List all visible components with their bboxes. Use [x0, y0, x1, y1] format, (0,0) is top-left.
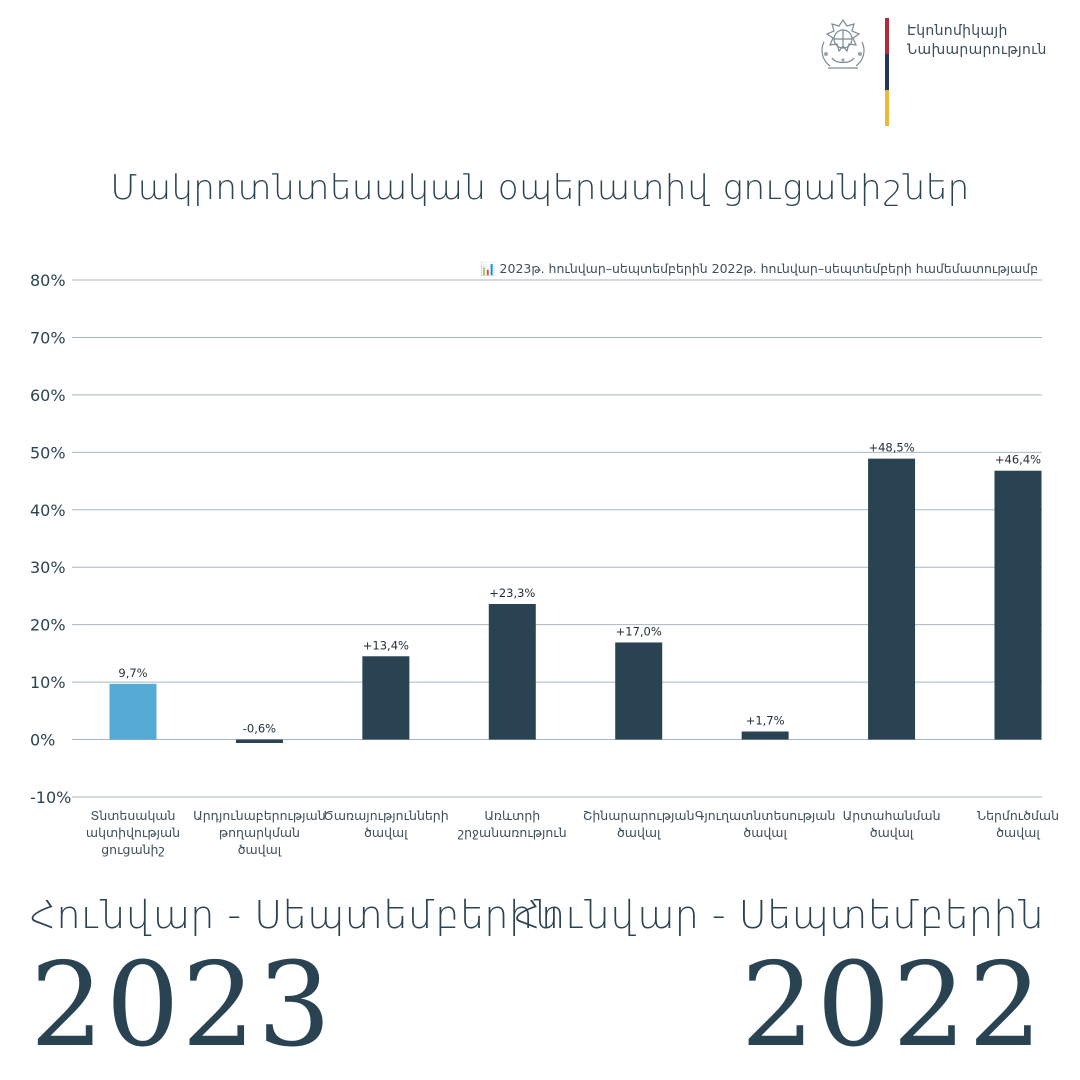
- bar-chart: 📊 2023թ. հունվար–սեպտեմբերին 2022թ. հուն…: [0, 250, 1080, 870]
- right-year: 2022: [740, 938, 1044, 1073]
- y-tick-label: 10%: [30, 673, 66, 692]
- ministry-name-line1: Էկոնոմիկայի: [907, 23, 1008, 39]
- data-label: +1,7%: [746, 714, 785, 728]
- bar: [994, 470, 1042, 740]
- x-tick-label: Արդյունաբերության: [193, 808, 325, 823]
- bar: [488, 603, 536, 740]
- right-period-label: Հունվար - Սեպտեմբերին: [514, 893, 1044, 937]
- y-tick-label: 30%: [30, 558, 66, 577]
- x-tick-label: Տնտեսական: [91, 808, 176, 823]
- y-tick-label: 70%: [30, 328, 66, 347]
- data-label: +17,0%: [616, 624, 662, 638]
- bar: [362, 656, 410, 740]
- x-tick-label: ծավալ: [364, 825, 408, 840]
- data-label: 9,7%: [118, 666, 147, 680]
- x-tick-label: Առևտրի: [484, 808, 540, 823]
- x-tick-label: ծավալ: [870, 825, 914, 840]
- left-period-label: Հունվար - Սեպտեմբերին: [30, 893, 560, 937]
- x-tick-label: թողարկման: [219, 825, 300, 840]
- flag-stripe-blue: [885, 54, 889, 90]
- x-tick-label: ծավալ: [617, 825, 661, 840]
- ministry-name: Էկոնոմիկայի Նախարարություն: [907, 22, 1047, 60]
- y-tick-label: -10%: [30, 788, 71, 807]
- left-year: 2023: [30, 938, 334, 1073]
- bar-chart-svg: 📊 2023թ. հունվար–սեպտեմբերին 2022թ. հուն…: [30, 261, 1059, 857]
- x-tick-label: ցուցանիշ: [101, 842, 164, 857]
- page-title: Մակրոտնտեսական օպերատիվ ցուցանիշներ: [110, 168, 970, 208]
- header: Էկոնոմիկայի Նախարարություն: [0, 0, 1080, 130]
- x-tick-label: Ներմուծման: [977, 808, 1059, 823]
- data-label: +48,5%: [868, 441, 914, 455]
- x-tick-label: ծավալ: [238, 842, 282, 857]
- flag-stripe-orange: [885, 90, 889, 126]
- chart-subtitle: 📊 2023թ. հունվար–սեպտեմբերին 2022թ. հուն…: [480, 261, 1038, 276]
- x-tick-label: ծավալ: [996, 825, 1040, 840]
- y-tick-label: 80%: [30, 271, 66, 290]
- bar: [868, 458, 916, 740]
- bar: [741, 731, 789, 740]
- data-label: -0,6%: [243, 722, 276, 736]
- armenian-coat-of-arms-icon: [821, 18, 865, 69]
- y-tick-label: 50%: [30, 443, 66, 462]
- x-tick-label: Շինարարության: [583, 808, 695, 823]
- y-tick-label: 20%: [30, 616, 66, 635]
- flag-stripe-red: [885, 18, 889, 54]
- y-tick-label: 0%: [30, 731, 55, 750]
- x-tick-label: Արտահանման: [843, 808, 941, 823]
- x-tick-label: ծավալ: [743, 825, 787, 840]
- data-label: +13,4%: [363, 638, 409, 652]
- data-label: +23,3%: [489, 586, 535, 600]
- armenian-flag-stripe: [885, 18, 889, 126]
- x-tick-label: Գյուղատնտեսության: [695, 808, 835, 823]
- x-tick-label: ակտիվության: [86, 825, 180, 840]
- bar: [615, 642, 663, 740]
- ministry-name-line2: Նախարարություն: [907, 42, 1047, 58]
- x-tick-label: շրջանառություն: [458, 825, 567, 840]
- bar: [109, 683, 157, 740]
- y-tick-label: 60%: [30, 386, 66, 405]
- y-tick-label: 40%: [30, 501, 66, 520]
- bar: [235, 739, 283, 744]
- x-tick-label: Ծառայությունների: [323, 808, 449, 823]
- data-label: +46,4%: [995, 453, 1041, 467]
